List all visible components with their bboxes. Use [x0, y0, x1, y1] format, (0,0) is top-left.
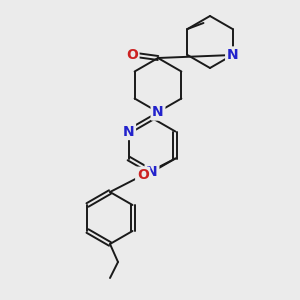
- Text: O: O: [126, 48, 138, 62]
- Text: N: N: [146, 165, 158, 179]
- Text: N: N: [123, 124, 134, 139]
- Text: N: N: [227, 48, 238, 62]
- Text: N: N: [152, 105, 164, 119]
- Text: O: O: [137, 168, 148, 182]
